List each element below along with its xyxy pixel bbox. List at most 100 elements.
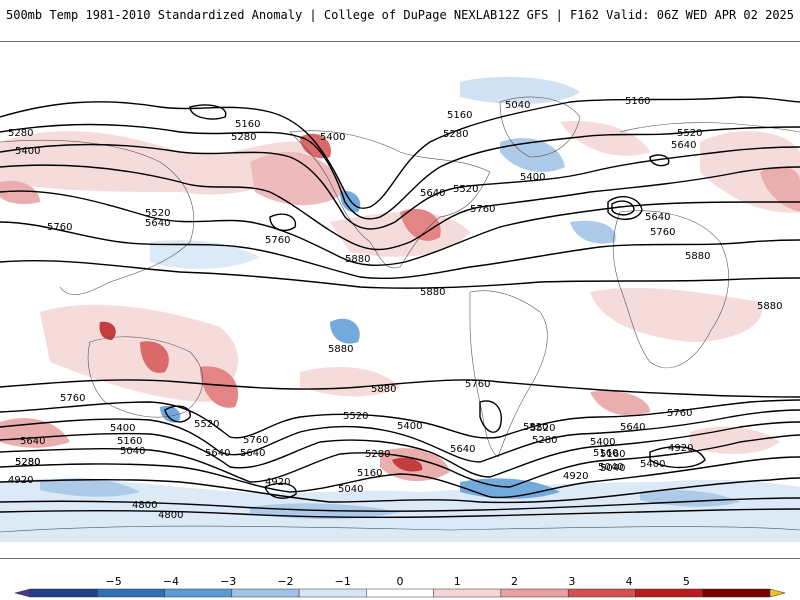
legend-colorbar: −5 −4 −3 −2 −1 0 1 2 3 4 5 bbox=[14, 575, 786, 598]
contour-label: 5520 bbox=[677, 128, 702, 139]
contour-label: 5520 bbox=[523, 422, 548, 433]
contour-label: 5160 bbox=[117, 436, 142, 447]
legend-swatch bbox=[702, 588, 771, 598]
legend-tick-label: −3 bbox=[220, 575, 236, 588]
cold-anomaly-region bbox=[460, 76, 580, 104]
cold-anomaly-region bbox=[40, 478, 140, 497]
height-contours bbox=[0, 96, 800, 519]
closed-contour bbox=[189, 104, 227, 120]
contour-label: 5040 bbox=[598, 462, 623, 473]
contour-label: 5280 bbox=[8, 128, 33, 139]
contour-line bbox=[0, 421, 800, 478]
closed-contour bbox=[164, 405, 191, 423]
legend-tick-label: 5 bbox=[683, 575, 690, 588]
contour-label: 5400 bbox=[320, 132, 345, 143]
warm-anomaly-region bbox=[400, 208, 441, 241]
contour-label: 5520 bbox=[145, 208, 170, 219]
contour-label: 5640 bbox=[671, 140, 696, 151]
closed-contour bbox=[269, 213, 297, 232]
contour-label: 5400 bbox=[590, 437, 615, 448]
contour-label: 5040 bbox=[338, 484, 363, 495]
contour-label: 5520 bbox=[453, 184, 478, 195]
contour-label: 5640 bbox=[20, 436, 45, 447]
contour-label: 5760 bbox=[265, 235, 290, 246]
warm-anomaly-region bbox=[392, 457, 423, 472]
contour-line bbox=[0, 259, 800, 289]
contour-line bbox=[0, 221, 800, 280]
model-run-info: 12Z GFS | F162 Valid: 06Z WED APR 02 202… bbox=[497, 8, 794, 22]
contour-line bbox=[0, 379, 800, 398]
legend-tick-label: 3 bbox=[568, 575, 575, 588]
contour-label: 5640 bbox=[205, 448, 230, 459]
contour-label: 5160 bbox=[593, 448, 618, 459]
contour-label: 5880 bbox=[757, 301, 782, 312]
legend-tick-label: −5 bbox=[106, 575, 122, 588]
cold-anomaly-region bbox=[330, 318, 360, 344]
legend-swatch bbox=[500, 588, 569, 598]
warm-anomaly-region bbox=[140, 341, 169, 373]
contour-label: 5760 bbox=[243, 435, 268, 446]
contour-label: 5400 bbox=[15, 146, 40, 157]
legend-tick-label: −2 bbox=[277, 575, 293, 588]
contour-label: 5760 bbox=[60, 393, 85, 404]
north-america-coast bbox=[289, 130, 491, 269]
contour-label: 5880 bbox=[371, 384, 396, 395]
legend-swatches bbox=[14, 588, 786, 598]
europe-asia-coast bbox=[0, 122, 800, 295]
legend-swatch bbox=[97, 588, 165, 598]
antarctica-coast bbox=[0, 525, 800, 533]
cold-anomaly-region bbox=[500, 138, 565, 172]
contour-label: 5640 bbox=[240, 448, 265, 459]
contour-line bbox=[0, 508, 800, 519]
contour-line bbox=[0, 123, 800, 220]
cold-anomaly-region bbox=[160, 405, 181, 423]
closed-contour bbox=[649, 154, 670, 167]
contour-label: 4920 bbox=[265, 477, 290, 488]
legend-swatch bbox=[14, 588, 31, 598]
contour-label: 4920 bbox=[668, 443, 693, 454]
legend-swatch bbox=[769, 588, 786, 598]
warm-anomaly-region bbox=[200, 366, 239, 408]
contour-label: 5880 bbox=[345, 254, 370, 265]
contour-line bbox=[0, 399, 800, 439]
legend-swatch bbox=[567, 588, 636, 598]
warm-anomaly-region bbox=[690, 426, 780, 454]
contour-label: 5400 bbox=[110, 423, 135, 434]
warm-anomaly-region bbox=[250, 152, 345, 206]
contour-label: 5400 bbox=[640, 459, 665, 470]
contour-label: 5040 bbox=[505, 100, 530, 111]
contour-label: 5160 bbox=[447, 110, 472, 121]
australia-coast bbox=[87, 336, 204, 418]
contour-label: 5640 bbox=[420, 188, 445, 199]
closed-contour bbox=[607, 196, 643, 220]
contour-label: 5880 bbox=[328, 344, 353, 355]
contour-line bbox=[0, 409, 800, 463]
contour-label: 5880 bbox=[420, 287, 445, 298]
legend-ticks: −5 −4 −3 −2 −1 0 1 2 3 4 5 bbox=[106, 575, 690, 588]
closed-contour bbox=[649, 446, 706, 469]
closed-contour bbox=[479, 400, 502, 433]
contour-value-labels: 5040 5160 5160 5280 5280 5160 5280 5400 … bbox=[8, 96, 782, 521]
warm-anomaly-region bbox=[40, 304, 239, 402]
cold-anomaly-region bbox=[150, 240, 260, 269]
map-title: 500mb Temp 1981-2010 Standardized Anomal… bbox=[6, 8, 498, 22]
warm-anomaly-region bbox=[0, 131, 310, 195]
contour-label: 5280 bbox=[15, 457, 40, 468]
warm-anomaly-region bbox=[560, 121, 650, 156]
contour-label: 5280 bbox=[15, 457, 40, 468]
warm-anomaly-region bbox=[99, 321, 116, 340]
contour-label: 5760 bbox=[465, 379, 490, 390]
contour-line bbox=[0, 434, 800, 488]
contour-label: 5280 bbox=[231, 132, 256, 143]
contour-label: 5520 bbox=[194, 419, 219, 430]
legend-swatch bbox=[298, 588, 367, 598]
coastlines bbox=[0, 96, 800, 533]
contour-line bbox=[0, 190, 800, 266]
contour-line bbox=[0, 477, 800, 504]
contour-label: 5520 bbox=[530, 423, 555, 434]
contour-label: 4800 bbox=[132, 500, 157, 511]
contour-label: 4920 bbox=[563, 471, 588, 482]
legend-tick-label: −1 bbox=[335, 575, 351, 588]
legend-tick-label: 2 bbox=[511, 575, 518, 588]
contour-label: 5160 bbox=[625, 96, 650, 107]
